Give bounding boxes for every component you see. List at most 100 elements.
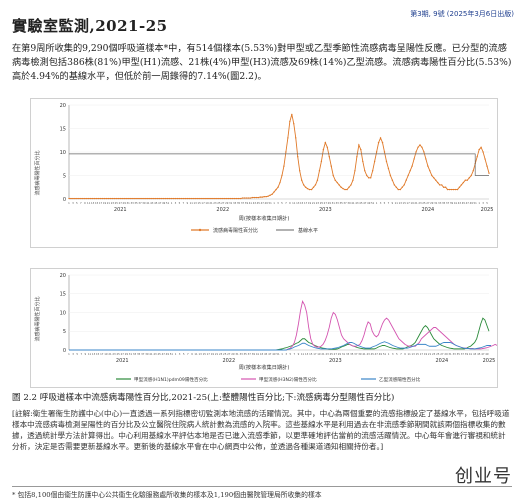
x-tick-label: 3 — [179, 352, 181, 356]
data-point — [338, 184, 340, 186]
data-point — [170, 197, 173, 200]
y-axis-label: 流感病毒陽性百分比 — [34, 150, 41, 195]
data-point — [93, 197, 96, 200]
x-tick-label: 11 — [88, 352, 92, 356]
x-tick-label: 23 — [112, 352, 116, 356]
data-point — [263, 195, 265, 198]
data-point — [448, 188, 451, 191]
data-point — [318, 170, 321, 172]
data-point — [440, 184, 443, 186]
x-tick-label: 49 — [162, 201, 166, 205]
data-point — [210, 197, 212, 200]
x-tick-label: 15 — [203, 352, 207, 356]
x-tick-label: 35 — [237, 201, 241, 205]
data-point — [442, 186, 445, 188]
data-point — [121, 197, 123, 200]
x-tick-label: 3 — [482, 201, 484, 205]
data-point — [299, 170, 301, 172]
data-point — [334, 179, 336, 181]
data-point — [72, 197, 74, 200]
data-point — [466, 179, 469, 181]
data-point — [356, 156, 358, 158]
data-point — [97, 197, 100, 200]
x-tick-label: 23 — [213, 201, 217, 205]
x-tick-label: 47 — [375, 352, 379, 356]
x-tick-label: 33 — [346, 352, 350, 356]
year-label: 2024 — [436, 358, 449, 364]
data-point — [423, 151, 425, 153]
data-point — [480, 146, 482, 148]
x-tick-label: 15 — [96, 352, 100, 356]
data-point — [295, 137, 297, 139]
x-tick-label: 7 — [388, 201, 390, 205]
x-tick-label: 1 — [68, 201, 70, 205]
data-point — [364, 170, 366, 172]
x-tick-label: 17 — [99, 201, 103, 205]
data-point — [446, 188, 449, 191]
data-point — [186, 197, 189, 200]
data-point — [371, 170, 374, 172]
watermark-text: 创业号 — [455, 466, 512, 487]
x-tick-label: 51 — [383, 352, 387, 356]
data-point — [164, 197, 167, 200]
data-point — [147, 197, 149, 200]
data-point — [178, 197, 181, 200]
data-point — [429, 170, 431, 172]
x-tick-label: 17 — [406, 201, 410, 205]
data-point — [259, 196, 261, 198]
data-point — [204, 197, 206, 200]
legend-b-label: 乙型流感陽性百分比 — [379, 376, 421, 383]
data-point — [486, 165, 488, 167]
data-point — [452, 188, 455, 191]
data-point — [399, 188, 401, 191]
y-tick-label: 20 — [60, 103, 66, 109]
x-tick-label: 23 — [325, 352, 329, 356]
data-point — [251, 196, 254, 199]
data-point — [257, 196, 259, 199]
x-tick-label: 51 — [276, 352, 280, 356]
data-point — [397, 188, 399, 191]
x-tick-label: 43 — [458, 201, 462, 205]
data-point — [369, 177, 372, 179]
data-point — [243, 197, 246, 199]
data-point — [373, 160, 376, 163]
x-tick-label: 3 — [285, 352, 287, 356]
data-point — [407, 174, 409, 177]
data-point — [342, 187, 344, 190]
x-tick-label: 31 — [229, 201, 233, 205]
x-tick-label: 49 — [379, 352, 383, 356]
x-tick-label: 5 — [396, 352, 398, 356]
page-title: 實驗室監測,2021-25 — [12, 17, 168, 35]
summary-paragraph: 在第9周所收集的9,290個呼吸道樣本*中，有514個樣本(5.53%)對甲型或… — [12, 43, 512, 82]
data-point — [405, 179, 407, 181]
data-point — [228, 197, 230, 200]
x-tick-label: 1 — [171, 201, 173, 205]
x-tick-label: 39 — [142, 201, 146, 205]
data-point — [76, 197, 78, 200]
x-tick-label: 27 — [221, 201, 225, 205]
data-point — [456, 188, 459, 191]
x-tick-label: 9 — [404, 352, 406, 356]
x-tick-label: 51 — [170, 352, 174, 356]
x-tick-label: 45 — [371, 352, 375, 356]
x-tick-label: 13 — [399, 201, 403, 205]
data-point — [482, 151, 484, 153]
x-tick-label: 3 — [72, 201, 74, 205]
data-point — [439, 184, 441, 186]
data-point — [222, 197, 224, 200]
x-tick-label: 39 — [252, 352, 256, 356]
data-point — [253, 196, 256, 199]
x-tick-label: 13 — [412, 352, 416, 356]
data-point — [233, 197, 236, 200]
x-tick-label: 5 — [486, 201, 488, 205]
x-tick-label: 17 — [201, 201, 205, 205]
legend-baseline-label: 基線水平 — [298, 227, 318, 234]
data-point — [320, 160, 323, 163]
x-tick-label: 45 — [157, 352, 161, 356]
data-point — [346, 188, 348, 191]
x-tick-label: 37 — [446, 201, 450, 205]
x-tick-label: 13 — [296, 201, 300, 205]
x-tick-label: 19 — [410, 201, 414, 205]
data-point — [358, 144, 360, 146]
data-point — [241, 197, 244, 199]
